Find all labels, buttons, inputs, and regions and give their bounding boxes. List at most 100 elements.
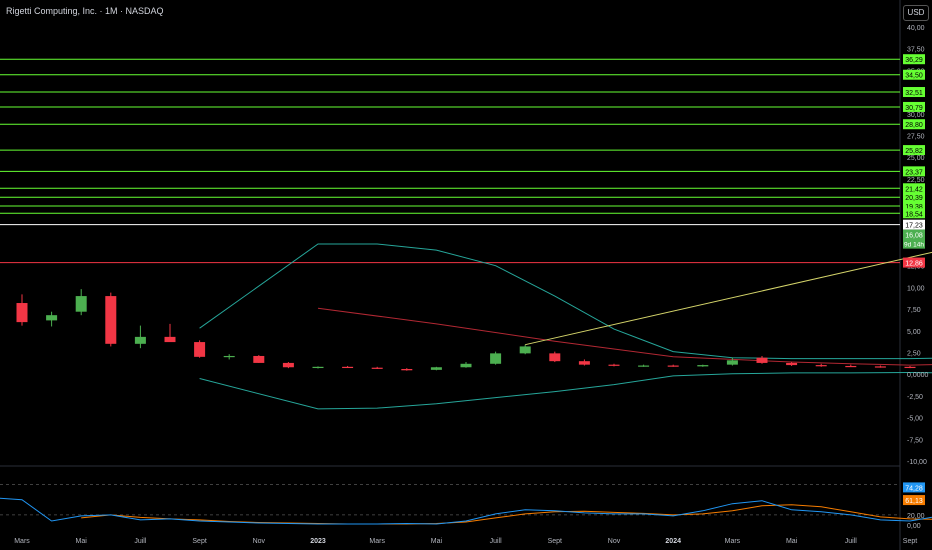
resistance-price-label: 30,79 [905,105,923,112]
bollinger-upper-line [199,243,932,360]
candle-body [726,360,738,365]
candle-body [874,366,886,368]
white-level-tag [903,219,925,230]
candle-body [282,362,294,368]
candle-body [845,365,857,368]
price-tick-label: 7,50 [907,307,921,314]
stochastic-d-tag [903,495,925,506]
red-level-label: 12,86 [905,261,923,268]
resistance-price-label: 19,38 [905,204,923,211]
price-tick-label: 0,0000 [907,372,929,379]
resistance-price-tag [903,69,925,80]
price-tick-label: 25,00 [907,155,925,162]
resistance-price-label: 23,37 [905,169,923,176]
candle-body [253,355,265,363]
time-tick-label: Sept [903,538,917,545]
price-tick-label: 40,00 [907,25,925,32]
stochastic-k-label: 74,28 [905,485,923,492]
price-tick-label: -2,50 [907,394,923,401]
resistance-price-tag [903,200,925,211]
white-level-label: 17,23 [905,223,923,230]
candle-body [667,365,679,367]
candle-body [549,353,561,362]
price-axis: 40,0037,5035,0032,5030,0027,5025,0022,50… [907,25,929,530]
price-tick-label: 2,50 [907,351,921,358]
price-tick-label: 5,00 [907,329,921,336]
price-tick-label: -5,00 [907,416,923,423]
resistance-price-tag [903,145,925,156]
time-tick-label: Sept [548,538,562,545]
resistance-price-label: 36,29 [905,57,923,64]
chart-title: Rigetti Computing, Inc. · 1M · NASDAQ [6,6,164,16]
resistance-price-label: 28,80 [905,122,923,129]
time-tick-label: Mai [431,538,443,545]
price-labels-layer: 36,29 34,50 32,51 30,79 28,80 25,82 23,37 21,42… [903,54,925,506]
candle-body [223,355,235,358]
candle-body [164,336,176,343]
candle-body [16,303,28,323]
candle-body [430,367,442,370]
resistance-price-label: 20,39 [905,195,923,202]
time-tick-label: Sept [192,538,206,545]
candle-body [194,342,206,357]
time-tick-label: Juill [490,538,503,545]
resistance-price-tag [903,119,925,130]
resistance-price-label: 18,54 [905,211,923,218]
time-tick-label: Juill [845,538,858,545]
price-tick-label: -10,00 [907,459,927,466]
trendline [525,251,932,346]
stochastic-tick-label: 0,00 [907,523,921,530]
price-tick-label: 30,00 [907,112,925,119]
stochastic-d-line [81,504,932,525]
horizontal-levels-layer [0,58,900,264]
last-price-tag [903,229,925,249]
time-tick-label: Nov [608,538,621,545]
resistance-price-tag [903,166,925,177]
candle-body [401,368,413,371]
price-tick-label: 37,50 [907,47,925,54]
time-tick-label: Mars [14,538,30,545]
candle-body [519,346,531,354]
candle-body [105,296,117,344]
resistance-price-tag [903,192,925,203]
candle-body [608,364,620,366]
candle-body [786,362,798,366]
resistance-price-tag [903,54,925,65]
time-axis: Mars Mai Juill Sept Nov 2023 Mars Mai Juill Sept N… [14,538,917,545]
candles-layer [16,289,916,371]
currency-button[interactable]: USD [903,5,929,21]
candle-body [75,296,87,312]
resistance-price-label: 34,50 [905,73,923,80]
candle-body [342,366,354,369]
moving-average-line [317,307,932,366]
time-tick-label: Mai [786,538,798,545]
stochastic-pane [0,484,932,525]
time-tick-label: Juill [134,538,147,545]
resistance-price-tag [903,101,925,112]
candle-body [46,315,58,321]
candle-body [904,366,916,369]
grid-layer [0,0,901,550]
candle-body [371,367,383,369]
bollinger-lower-line [199,371,932,410]
resistance-price-label: 32,51 [905,90,923,97]
indicators-layer [199,243,932,410]
time-tick-label: Mars [725,538,741,545]
price-tick-label: 27,50 [907,134,925,141]
resistance-price-label: 25,82 [905,148,923,155]
bar-countdown-label: 9d 14h [904,242,924,249]
resistance-price-tag [903,208,925,219]
stochastic-k-line [0,497,932,525]
price-tick-label: 10,00 [907,285,925,292]
price-tick-label: 22,50 [907,177,925,184]
time-tick-label: 2023 [310,538,326,545]
candle-body [815,365,827,367]
resistance-price-tag [903,87,925,98]
candle-body [638,365,650,367]
stochastic-tick-label: 20,00 [907,513,925,520]
candle-body [490,353,502,364]
price-tick-label: -7,50 [907,437,923,444]
resistance-price-tag [903,183,925,194]
time-tick-label: 2024 [665,538,681,545]
